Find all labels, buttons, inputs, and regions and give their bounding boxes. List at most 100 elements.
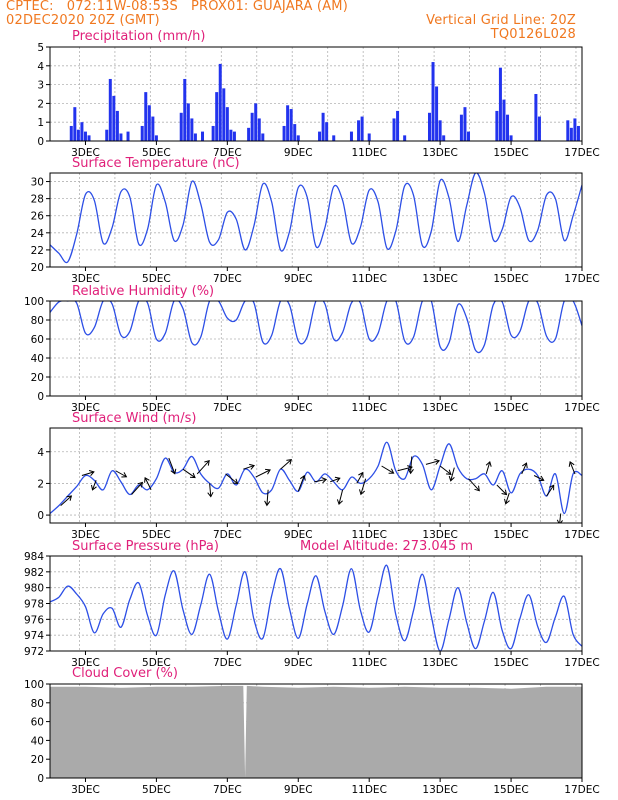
wind-vector <box>397 466 413 472</box>
wind-arrowhead <box>548 484 555 491</box>
precip-bar <box>119 133 123 141</box>
y-tick-label: 0 <box>37 773 44 785</box>
x-tick-label: 7DEC <box>213 273 242 285</box>
wind-arrowhead <box>232 478 239 485</box>
precip-bar <box>232 131 236 141</box>
x-tick-label: 13DEC <box>422 402 457 414</box>
wind-arrowhead <box>207 491 214 498</box>
x-tick-label: 3DEC <box>71 657 100 669</box>
x-tick-label: 7DEC <box>213 529 242 541</box>
model-altitude-label: Model Altitude: 273.045 m <box>300 539 473 554</box>
x-tick-label: 15DEC <box>493 657 528 669</box>
wind-arrowhead <box>66 495 73 501</box>
x-tick-label: 15DEC <box>493 402 528 414</box>
wind-arrowhead <box>170 468 177 475</box>
precip-bar <box>367 133 371 141</box>
x-tick-label: 7DEC <box>213 402 242 414</box>
precip-bar <box>218 63 222 141</box>
x-tick-label: 17DEC <box>564 147 599 159</box>
precip-bar <box>537 116 541 141</box>
precip-bar <box>115 110 119 141</box>
precip-bar <box>225 107 229 141</box>
precip-bar <box>83 131 87 141</box>
y-tick-label: 5 <box>37 42 44 54</box>
panel-cloud <box>46 683 583 782</box>
wind-arrowhead <box>504 498 510 505</box>
wind-vector <box>496 484 507 495</box>
x-tick-label: 5DEC <box>142 402 171 414</box>
x-tick-label: 9DEC <box>284 147 313 159</box>
y-tick-label: 26 <box>31 211 45 223</box>
wind-vector <box>92 480 97 491</box>
precip-bar <box>201 131 205 141</box>
wind-vector <box>266 489 269 506</box>
precip-bar <box>154 135 158 141</box>
y-tick-label: 60 <box>31 717 44 729</box>
precip-bar <box>261 133 265 141</box>
wind-arrowhead <box>91 484 97 491</box>
x-tick-label: 13DEC <box>422 529 457 541</box>
series-group <box>50 173 582 264</box>
precip-bar <box>193 133 197 141</box>
precip-bar <box>435 86 439 141</box>
precip-bar <box>534 94 538 141</box>
precip-bar <box>325 122 329 141</box>
wind-vector <box>505 492 510 504</box>
panel-wind <box>46 427 583 527</box>
precip-bar <box>69 125 73 141</box>
series-group <box>69 62 580 141</box>
wind-arrowhead <box>189 472 196 479</box>
precip-bar <box>112 95 116 141</box>
precip-bar <box>222 88 226 141</box>
wind-vector <box>425 460 440 465</box>
precip-bar <box>126 131 130 141</box>
x-tick-label: 15DEC <box>493 784 528 796</box>
wind-arrowhead <box>204 460 210 466</box>
precip-bar <box>183 78 187 141</box>
y-tick-label: 30 <box>31 177 44 189</box>
temperature-line <box>50 173 582 264</box>
y-tick-label: 80 <box>31 698 44 710</box>
y-tick-label: 4 <box>37 447 44 459</box>
y-tick-label: 984 <box>24 551 44 563</box>
y-tick-label: 100 <box>24 679 44 691</box>
header-vertical-grid: Vertical Grid Line: 20Z <box>426 13 576 28</box>
x-tick-label: 17DEC <box>564 529 599 541</box>
precip-bar <box>108 78 112 141</box>
x-tick-label: 9DEC <box>284 529 313 541</box>
x-tick-label: 3DEC <box>71 529 100 541</box>
wind-arrowhead <box>445 469 452 475</box>
wind-vector <box>255 469 271 478</box>
precip-bar <box>140 125 144 141</box>
panel-precipitation <box>46 46 583 145</box>
precip-bar <box>318 131 322 141</box>
precip-bar <box>293 124 297 141</box>
x-tick-label: 13DEC <box>422 784 457 796</box>
precip-bar <box>190 118 194 141</box>
x-tick-label: 15DEC <box>493 273 528 285</box>
wind-arrowhead <box>474 485 480 492</box>
precip-bar <box>332 135 336 141</box>
wind-vector <box>485 461 491 475</box>
precip-bar <box>506 114 510 141</box>
wind-vector <box>314 478 327 483</box>
x-tick-label: 15DEC <box>493 147 528 159</box>
x-tick-label: 5DEC <box>142 147 171 159</box>
x-tick-label: 13DEC <box>422 147 457 159</box>
wind-arrowhead <box>556 519 563 523</box>
x-tick-label: 11DEC <box>351 529 386 541</box>
x-tick-label: 17DEC <box>564 657 599 669</box>
y-tick-label: 974 <box>24 630 44 642</box>
precip-bar <box>438 120 442 141</box>
precip-bar <box>495 110 499 141</box>
panel-frame <box>49 300 583 397</box>
wind-vector <box>243 465 255 470</box>
header-code: TQ0126L028 <box>490 27 576 42</box>
panel-title: Cloud Cover (%) <box>72 666 178 681</box>
precip-bar <box>257 118 261 141</box>
panel-frame <box>49 46 583 142</box>
x-tick-label: 15DEC <box>493 529 528 541</box>
wind-arrowhead <box>407 465 413 472</box>
series-group <box>50 685 582 778</box>
